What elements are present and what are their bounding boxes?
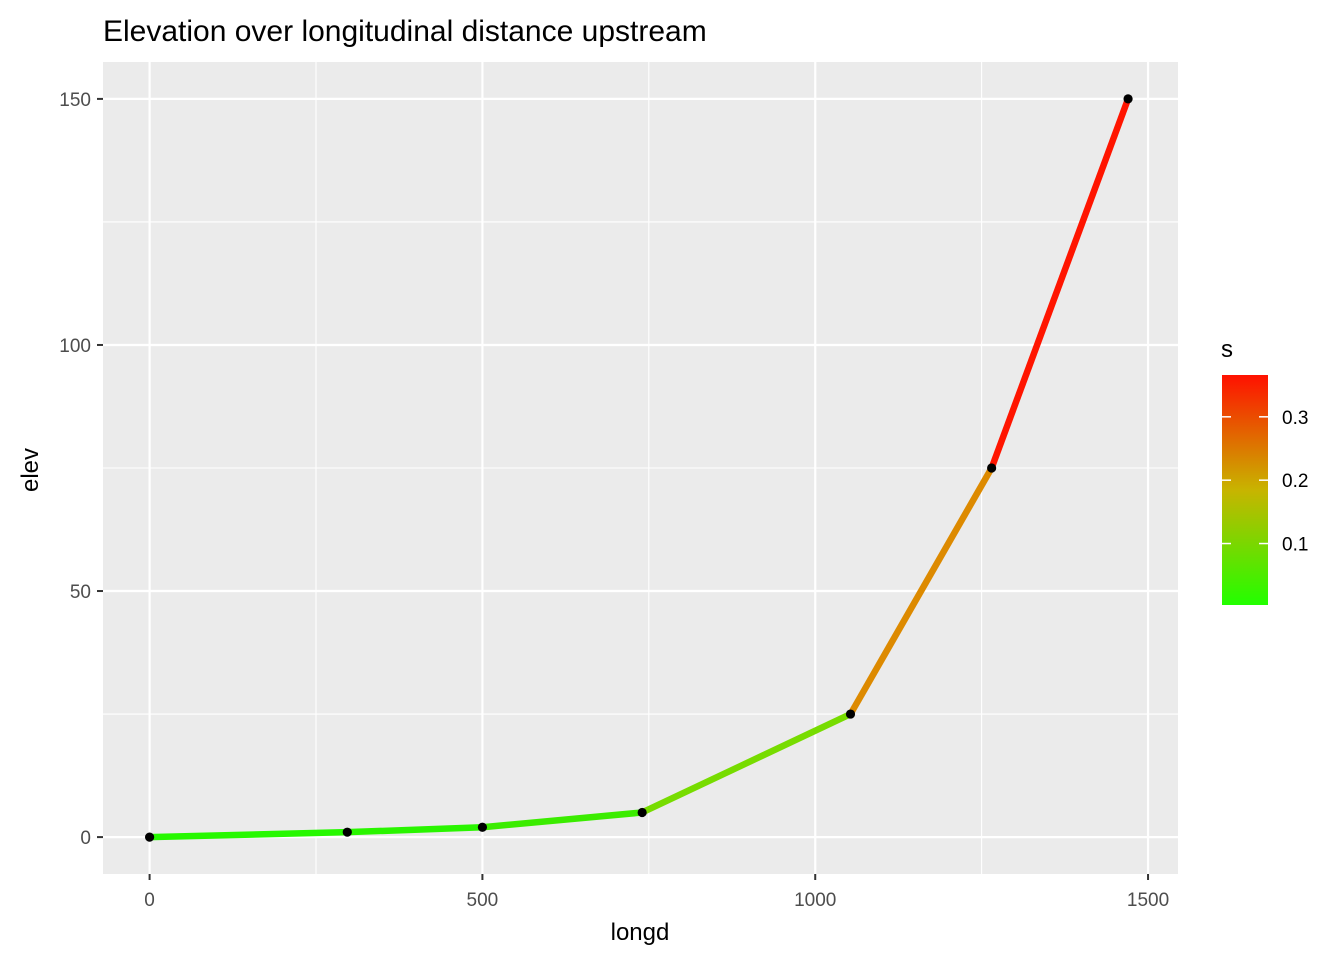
x-tick-label: 1000 — [794, 890, 836, 911]
data-point — [144, 832, 155, 842]
data-point — [845, 709, 856, 719]
legend-colorbar — [1222, 375, 1268, 605]
legend-tick-label: 0.2 — [1282, 471, 1308, 492]
y-axis-title: elev — [17, 448, 44, 492]
legend-ticks: 0.1 0.2 0.3 — [1222, 408, 1308, 556]
grid-minor — [103, 62, 1178, 874]
line-segment — [640, 711, 852, 816]
legend-tick-label: 0.3 — [1282, 408, 1308, 429]
y-axis-tick-labels: 0 50 100 150 — [59, 90, 91, 849]
x-tick-label: 500 — [467, 890, 499, 911]
legend-title: s — [1221, 336, 1233, 363]
data-point — [637, 807, 647, 818]
color-legend: s 0.1 0.2 0.3 — [1221, 336, 1308, 605]
x-tick-label: 1500 — [1127, 890, 1169, 911]
line-segment — [149, 828, 348, 841]
y-tick-label: 0 — [80, 828, 91, 849]
y-tick-label: 150 — [59, 90, 91, 111]
y-axis-ticks — [97, 97, 103, 839]
legend-tick-label: 0.1 — [1282, 535, 1308, 556]
elevation-line — [149, 97, 1132, 841]
line-segment — [347, 824, 483, 836]
y-tick-label: 50 — [70, 582, 91, 603]
x-axis-title: longd — [611, 919, 670, 946]
grid-major — [103, 62, 1178, 874]
data-point — [477, 822, 488, 832]
elevation-points — [144, 94, 1133, 842]
chart-title: Elevation over longitudinal distance ups… — [103, 15, 707, 48]
data-point — [987, 463, 997, 473]
line-segment — [847, 466, 995, 716]
x-axis-ticks — [148, 874, 1150, 880]
line-segment — [482, 809, 643, 831]
line-segment — [988, 97, 1132, 470]
x-tick-label: 0 — [144, 890, 155, 911]
data-point — [342, 827, 352, 837]
y-tick-label: 100 — [59, 336, 91, 357]
data-point — [1123, 94, 1133, 104]
x-axis-tick-labels: 0 500 1000 1500 — [144, 890, 1169, 911]
